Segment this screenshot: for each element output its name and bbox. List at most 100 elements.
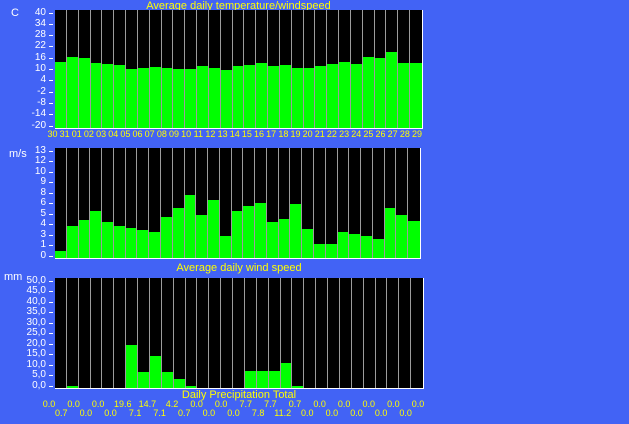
precipitation-bar — [149, 355, 161, 388]
chart-column — [90, 148, 103, 258]
chart-column — [137, 148, 150, 258]
chart-column — [290, 148, 303, 258]
chart-column — [302, 148, 315, 258]
precip-value-label: 7.1 — [153, 408, 166, 418]
day-label: 10 — [181, 129, 192, 139]
chart-column — [149, 278, 162, 388]
y-tick-mark — [49, 322, 53, 324]
day-label: 18 — [278, 129, 289, 139]
wind-bar — [408, 220, 420, 258]
chart-column — [78, 10, 91, 128]
wind-bar — [396, 214, 408, 258]
chart-column — [408, 148, 420, 258]
chart-column — [185, 278, 198, 388]
temperature-bar — [244, 65, 256, 128]
wind-bar — [78, 219, 90, 258]
temperature-bar — [268, 66, 279, 128]
temperature-bar — [161, 68, 173, 128]
precipitation-footer-label: Daily Precipitation Total — [181, 389, 297, 401]
chart-column — [102, 278, 115, 388]
precipitation-value-labels: 0.0 0.7 0.0 0.0 0.0 0.0 19.6 7.1 14.7 7.1 4.2 0.7 0.… — [0, 400, 629, 420]
temperature-bar — [386, 52, 398, 128]
day-label: 29 — [411, 129, 422, 139]
temperature-bar — [374, 58, 386, 128]
day-label: 05 — [120, 129, 131, 139]
chart-column — [328, 278, 340, 388]
chart-column — [126, 278, 139, 388]
temperature-bar — [398, 63, 410, 128]
chart-column — [268, 278, 281, 388]
y-tick-mark — [49, 224, 53, 225]
day-label: 11 — [193, 129, 203, 139]
day-label: 21 — [314, 129, 325, 139]
wind-bar — [172, 208, 184, 258]
precip-value-label: 0.0 — [350, 408, 363, 418]
chart-column — [303, 10, 316, 128]
precipitation-bar — [126, 344, 138, 388]
precipitation-bar — [161, 372, 173, 388]
precip-value-label: 0.0 — [79, 408, 93, 418]
y-tick-label: 40 — [34, 6, 46, 18]
y-tick-mark — [49, 192, 53, 194]
precipitation-plot — [55, 278, 424, 389]
chart-column — [209, 278, 222, 388]
precip-value-label: 0.0 — [301, 408, 314, 418]
day-label: 25 — [363, 129, 374, 139]
day-label: 22 — [326, 129, 337, 139]
y-tick-mark — [49, 69, 53, 70]
y-tick-mark — [49, 203, 53, 204]
chart-column — [79, 278, 91, 388]
y-tick-mark — [49, 171, 53, 173]
wind-y-axis: 13 12 10 9 8 6 5 4 3 1 0 — [0, 145, 53, 260]
chart-column — [231, 148, 244, 258]
precipitation-unit-label: mm — [4, 271, 23, 283]
chart-column — [374, 10, 387, 128]
temperature-bar — [185, 69, 197, 128]
precipitation-bar — [66, 386, 78, 388]
y-tick-label: 45,0 — [26, 285, 46, 296]
y-tick-mark — [49, 354, 53, 355]
chart-column — [91, 278, 103, 388]
temperature-bar — [55, 62, 66, 128]
precip-value-label: 7.8 — [251, 408, 265, 418]
temperature-bar — [208, 68, 220, 128]
chart-column — [327, 10, 340, 128]
chart-column — [185, 10, 198, 128]
temperature-bar — [137, 68, 149, 128]
chart-column — [102, 148, 114, 258]
wind-bar — [361, 236, 372, 258]
y-tick-label: 22 — [34, 40, 46, 52]
day-label: 12 — [205, 129, 216, 139]
wind-bar — [325, 243, 337, 258]
y-tick-mark — [49, 255, 53, 257]
y-tick-label: 8 — [40, 186, 46, 198]
y-tick-label: 5 — [40, 207, 46, 219]
temperature-unit-label: C — [11, 7, 19, 19]
temperature-bar — [303, 68, 315, 128]
chart-column — [149, 148, 161, 258]
chart-column — [161, 278, 174, 388]
wind-plot — [55, 148, 421, 259]
precip-value-label: 0.0 — [104, 408, 117, 418]
temperature-bar — [149, 67, 161, 128]
chart-column — [208, 148, 220, 258]
chart-column — [255, 148, 267, 258]
chart-column — [161, 10, 174, 128]
chart-column — [244, 10, 257, 128]
temperature-bar — [114, 65, 126, 128]
chart-column — [160, 148, 173, 258]
precip-value-label: 0.0 — [362, 399, 376, 409]
precipitation-bar — [138, 372, 149, 388]
chart-column — [384, 148, 397, 258]
precipitation-bar — [185, 386, 197, 388]
y-tick-mark — [49, 245, 53, 246]
precip-value-label: 7.7 — [264, 399, 277, 409]
day-label: 19 — [290, 129, 301, 139]
y-tick-mark — [49, 385, 53, 387]
chart-column — [386, 10, 399, 128]
y-tick-label: 5,0 — [32, 369, 46, 380]
y-tick-label: 1 — [40, 239, 46, 250]
y-tick-mark — [49, 57, 53, 59]
temperature-bar — [410, 63, 422, 128]
